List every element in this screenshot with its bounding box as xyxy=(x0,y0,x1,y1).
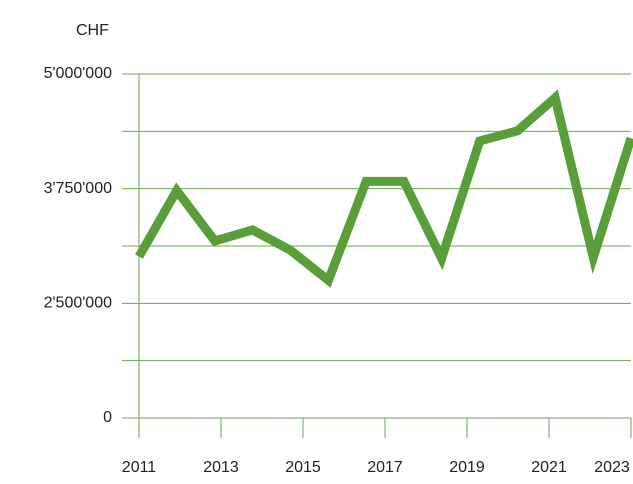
x-tick-label: 2023 xyxy=(594,459,630,476)
y-tick-label: 2'500'000 xyxy=(44,295,113,312)
y-unit-label: CHF xyxy=(76,22,109,39)
x-tick-label: 2017 xyxy=(367,459,403,476)
x-tick-label: 2019 xyxy=(449,459,485,476)
x-tick-label: 2011 xyxy=(122,459,157,476)
y-tick-label: 3'750'000 xyxy=(44,180,113,197)
data-line xyxy=(135,89,633,288)
x-tick-label: 2021 xyxy=(531,459,567,476)
y-tick-label: 0 xyxy=(103,409,112,426)
x-tick-label: 2015 xyxy=(285,459,321,476)
y-tick-label: 5'000'000 xyxy=(44,65,113,82)
x-tick-label: 2013 xyxy=(203,459,239,476)
